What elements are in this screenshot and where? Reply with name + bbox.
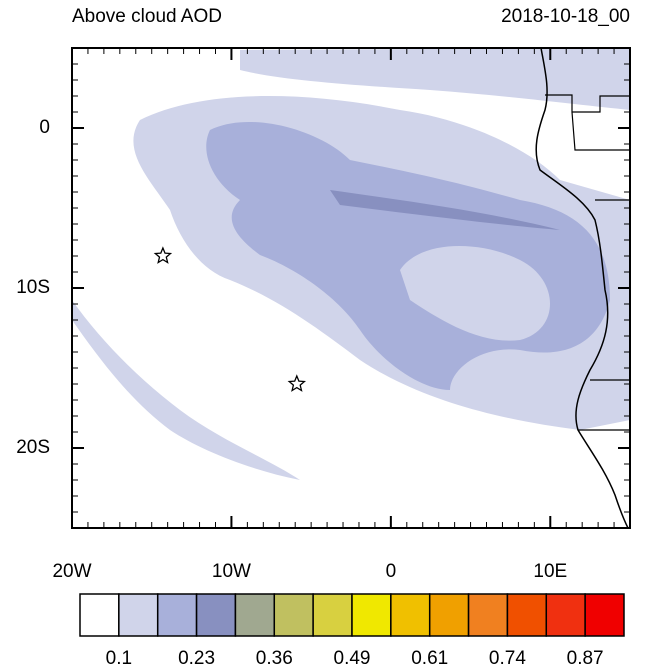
colorbar-label: 0.61	[411, 648, 448, 667]
x-tick-label: 10W	[212, 561, 251, 582]
borders	[545, 94, 630, 431]
colorbar-box	[195, 593, 237, 637]
colorbar-label: 0.23	[178, 648, 215, 667]
colorbar-label: 0.36	[256, 648, 293, 667]
date: 2018-10-18_00	[501, 6, 630, 27]
colorbar-box	[584, 593, 625, 637]
coastline	[535, 47, 629, 529]
colorbar-box	[467, 593, 509, 637]
colorbar-box	[390, 593, 431, 637]
colorbar-box	[351, 593, 392, 637]
site-marker	[287, 374, 307, 392]
colorbar-label: 0.74	[489, 648, 526, 667]
colorbar-box	[234, 593, 276, 637]
colorbar-box	[273, 593, 314, 637]
colorbar-box	[506, 593, 548, 637]
x-tick-label: 0	[386, 561, 397, 582]
colorbar-label: 0.87	[567, 648, 604, 667]
title: Above cloud AOD	[72, 6, 222, 27]
colorbar-box	[79, 593, 120, 637]
y-tick-label: 20S	[16, 437, 50, 458]
colorbar-label: 0.1	[106, 648, 132, 667]
colorbar-box	[118, 593, 159, 637]
site-marker	[153, 246, 173, 264]
colorbar-box	[545, 593, 586, 637]
x-tick-label: 10E	[533, 561, 567, 582]
y-tick-label: 0	[39, 117, 50, 138]
colorbar-box	[312, 593, 353, 637]
colorbar-box	[428, 593, 470, 637]
y-tick-label: 10S	[16, 277, 50, 298]
colorbar-box	[156, 593, 198, 637]
x-tick-label: 20W	[52, 561, 91, 582]
colorbar-label: 0.49	[334, 648, 371, 667]
aerosol-field	[72, 48, 630, 480]
